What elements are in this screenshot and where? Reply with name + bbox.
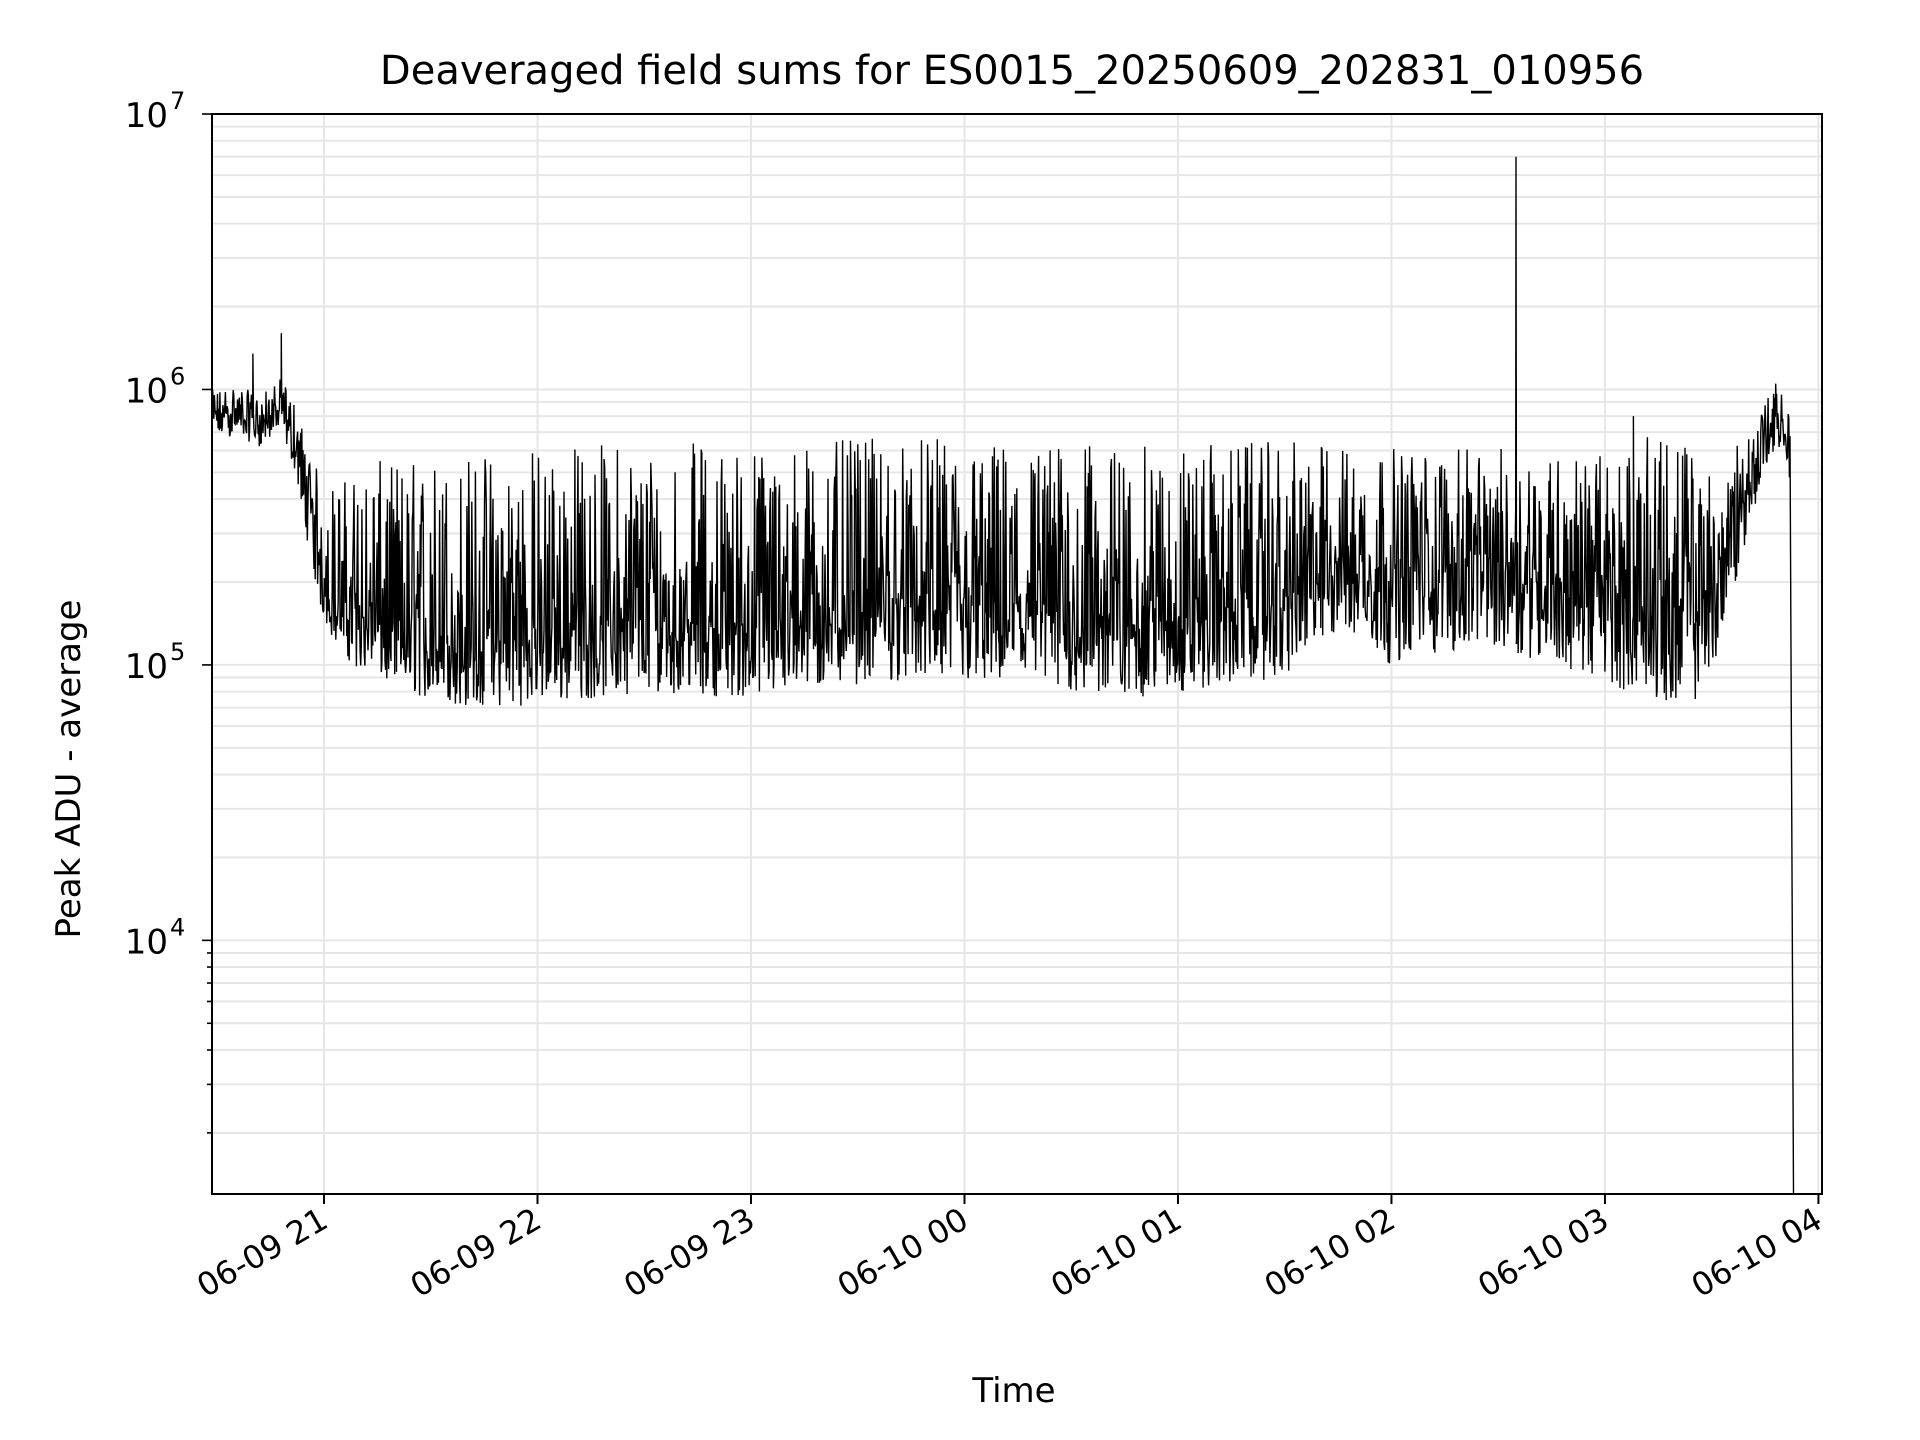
y-tick-label-exponent: 6 [170,362,185,390]
y-tick-label: 10 [125,371,168,411]
plot-frame [211,113,1823,1195]
y-tick-label-exponent: 5 [170,638,185,666]
y-tick-label: 10 [125,96,168,136]
y-tick-label-exponent: 4 [170,913,185,941]
x-axis-label: Time [971,1371,1055,1411]
series-trace [211,156,1795,1195]
y-tick-label: 10 [125,922,168,962]
y-tick-label-exponent: 7 [170,87,185,115]
y-tick-label: 10 [125,647,168,687]
series-line [211,156,1795,1195]
plot-area [211,113,1823,1195]
y-axis-label: Peak ADU - average [49,600,89,939]
chart-title: Deaveraged field sums for ES0015_2025060… [380,48,1644,94]
